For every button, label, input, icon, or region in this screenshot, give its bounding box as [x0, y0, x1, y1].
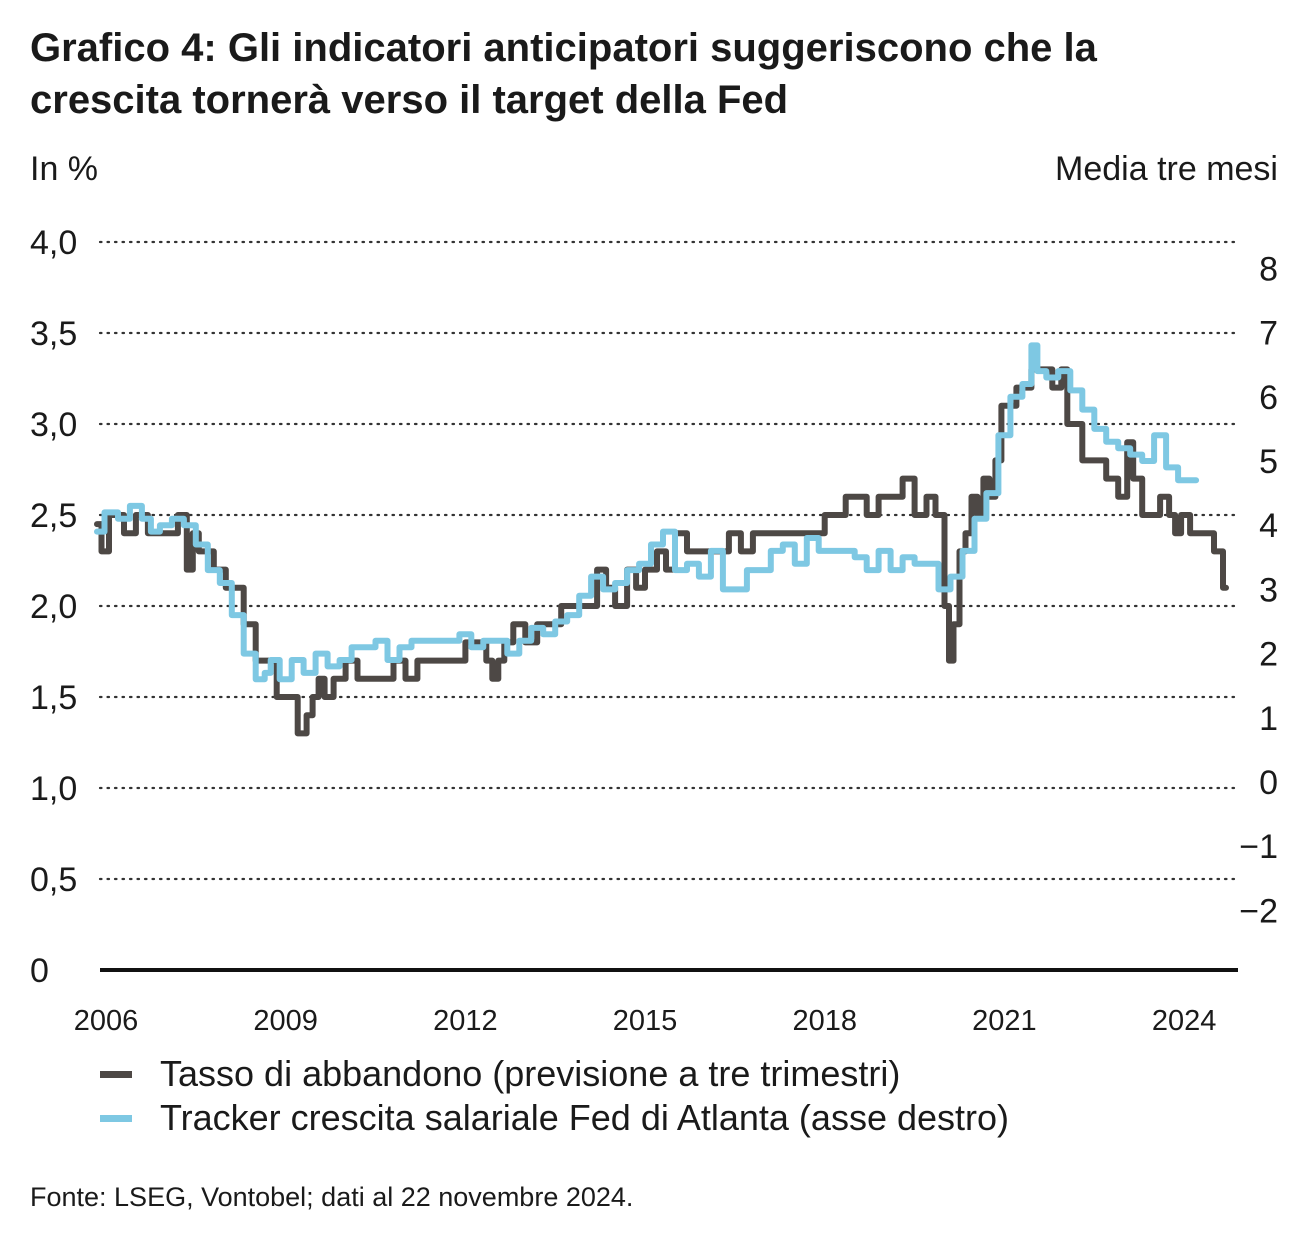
right-axis-tick-label: −2: [1239, 892, 1278, 930]
x-axis-tick-label: 2009: [253, 1005, 318, 1037]
series-line-wage-tracker: [94, 342, 1200, 683]
right-axis-unit: Media tre mesi: [1055, 150, 1278, 188]
left-axis-ticks: 0 0,5 1,0 1,5 2,0 2,5 3,0 3,5 4,0: [30, 224, 77, 990]
x-axis-tick-label: 2012: [433, 1005, 498, 1037]
left-axis-tick-label: 4,0: [30, 224, 77, 262]
legend-swatch-wage-tracker: [100, 1114, 132, 1122]
right-axis-tick-label: −1: [1239, 828, 1278, 866]
legend-swatch-quit-rate: [100, 1070, 132, 1078]
legend-label-wage-tracker: Tracker crescita salariale Fed di Atlant…: [160, 1097, 1010, 1138]
left-axis-tick-label: 3,0: [30, 406, 77, 444]
x-axis-tick-label: 2018: [792, 1005, 857, 1037]
right-axis-tick-label: 2: [1259, 636, 1278, 674]
left-axis-tick-label: 1,0: [30, 770, 77, 808]
right-axis-tick-label: 0: [1259, 764, 1278, 802]
source-note: Fonte: LSEG, Vontobel; dati al 22 novemb…: [30, 1182, 634, 1212]
legend-item-quit-rate: Tasso di abbandono (previsione a tre tri…: [100, 1052, 1009, 1096]
left-axis-tick-label: 2,5: [30, 497, 77, 535]
series-line-quit-rate: [94, 366, 1229, 737]
right-axis-tick-label: 5: [1259, 443, 1278, 481]
x-axis-tick-label: 2021: [972, 1005, 1037, 1037]
x-axis-tick-label: 2015: [613, 1005, 678, 1037]
legend-item-wage-tracker: Tracker crescita salariale Fed di Atlant…: [100, 1096, 1009, 1140]
left-axis-unit: In %: [30, 150, 99, 188]
x-axis-tick-label: 2006: [74, 1005, 139, 1037]
gridlines: [98, 240, 1240, 881]
right-axis-ticks: −2 −1 0 1 2 3 4 5 6 7 8: [1239, 250, 1278, 930]
legend: Tasso di abbandono (previsione a tre tri…: [100, 1052, 1009, 1140]
right-axis-tick-label: 8: [1259, 250, 1278, 288]
left-axis-tick-label: 2,0: [30, 588, 77, 626]
right-axis-tick-label: 7: [1259, 315, 1278, 353]
right-axis-tick-label: 6: [1259, 379, 1278, 417]
right-axis-tick-label: 4: [1259, 507, 1278, 545]
series-lines: [94, 342, 1229, 737]
chart-title: Grafico 4: Gli indicatori anticipatori s…: [30, 22, 1280, 126]
chart-title-line-1: Grafico 4: Gli indicatori anticipatori s…: [30, 26, 1097, 70]
left-axis-tick-label: 0: [30, 952, 49, 990]
left-axis-tick-label: 3,5: [30, 315, 77, 353]
left-axis-tick-label: 0,5: [30, 861, 77, 899]
x-axis-ticks: 2006 2009 2012 2015 2018 2021 2024: [74, 1005, 1217, 1037]
right-axis-tick-label: 1: [1259, 700, 1278, 738]
chart-title-line-2: crescita tornerà verso il target della F…: [30, 78, 789, 122]
right-axis-tick-label: 3: [1259, 571, 1278, 609]
x-axis-tick-label: 2024: [1152, 1005, 1217, 1037]
legend-label-quit-rate: Tasso di abbandono (previsione a tre tri…: [160, 1053, 901, 1094]
left-axis-tick-label: 1,5: [30, 679, 77, 717]
line-chart: 00,51,01,52,02,53,03,54,0 −2−1012345678 …: [30, 224, 1278, 1037]
